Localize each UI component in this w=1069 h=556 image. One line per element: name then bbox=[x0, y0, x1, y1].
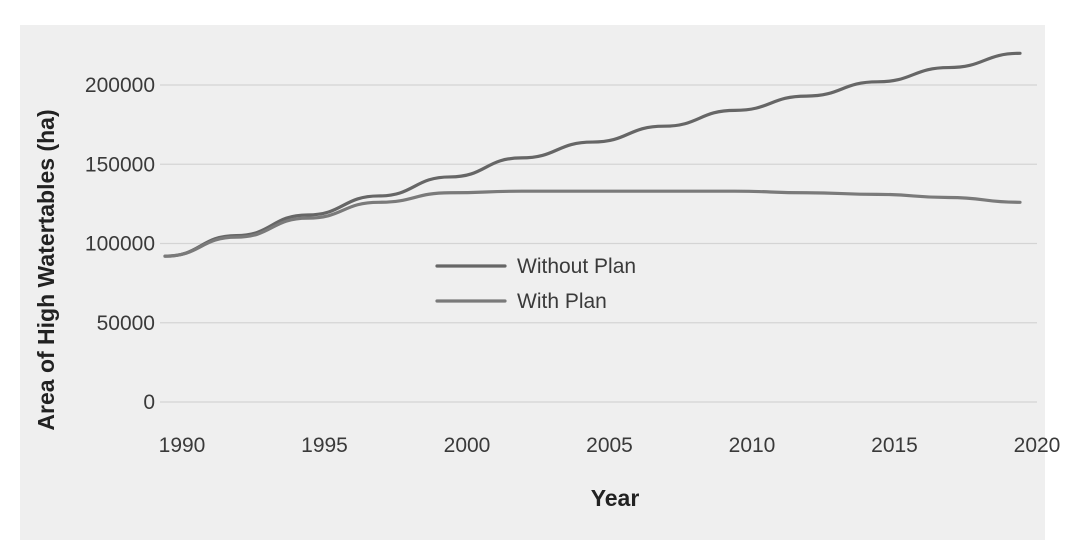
y-tick-label: 50000 bbox=[97, 312, 155, 335]
y-tick-label: 200000 bbox=[85, 74, 155, 97]
gridlines bbox=[160, 84, 1037, 403]
x-tick-label: 2000 bbox=[444, 434, 491, 457]
x-tick-label: 1995 bbox=[301, 434, 348, 457]
x-tick-label: 2005 bbox=[586, 434, 633, 457]
y-tick-label: 100000 bbox=[85, 233, 155, 256]
x-tick-label: 2010 bbox=[729, 434, 776, 457]
series-line-with-plan bbox=[163, 189, 1022, 258]
series-lines bbox=[163, 51, 1022, 258]
y-axis-title: Area of High Watertables (ha) bbox=[33, 109, 59, 430]
x-axis-title: Year bbox=[591, 485, 640, 511]
series-line-without-plan bbox=[163, 51, 1022, 258]
x-tick-label: 1990 bbox=[159, 434, 206, 457]
y-tick-label: 150000 bbox=[85, 153, 155, 176]
legend-label: With Plan bbox=[517, 290, 607, 313]
x-axis-ticks: 1990 1995 2000 2005 2010 2015 2020 bbox=[159, 434, 1061, 457]
y-axis-ticks: 0 50000 100000 150000 200000 bbox=[85, 74, 155, 414]
legend: Without Plan With Plan bbox=[435, 255, 636, 313]
x-tick-label: 2020 bbox=[1014, 434, 1061, 457]
plot-background bbox=[20, 25, 1045, 540]
x-tick-label: 2015 bbox=[871, 434, 918, 457]
y-tick-label: 0 bbox=[143, 391, 155, 414]
legend-label: Without Plan bbox=[517, 255, 636, 278]
